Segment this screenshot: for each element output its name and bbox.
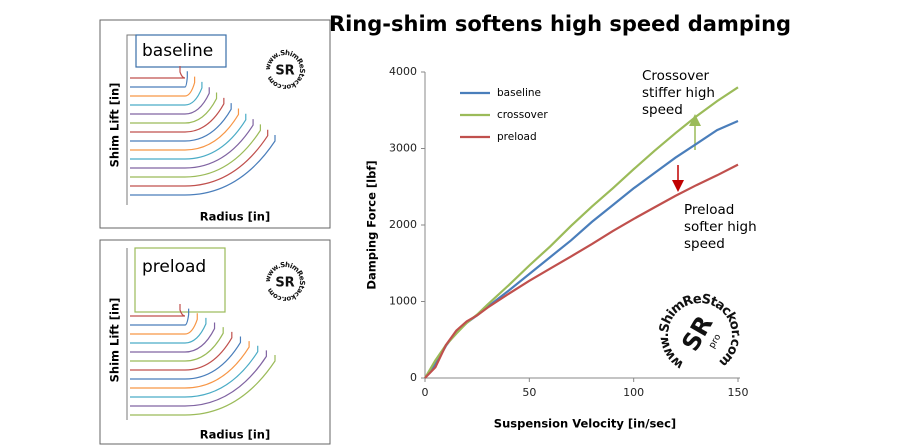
annotation: speed	[684, 236, 725, 252]
watermark: www.ShimReStackor.com SR pro	[640, 275, 760, 395]
shim	[130, 103, 232, 142]
inset-x-label: Radius [in]	[200, 428, 270, 442]
shim	[130, 135, 276, 196]
x-tick-label: 100	[623, 386, 644, 399]
shim	[130, 124, 261, 178]
shim	[130, 129, 269, 187]
y-tick-label: 0	[410, 371, 417, 384]
shim	[130, 317, 207, 344]
shim	[130, 97, 225, 133]
shim	[130, 355, 276, 416]
chart-title: Ring-shim softens high speed damping	[329, 12, 791, 36]
annotation: stiffer high	[642, 85, 715, 101]
inset-baseline: baseline Shim Lift [in] Radius [in] www.…	[99, 19, 331, 229]
inset-preload: preload Shim Lift [in] Radius [in] www.S…	[99, 239, 331, 445]
shim	[130, 92, 218, 124]
shim	[130, 113, 247, 160]
inset-label: preload	[142, 257, 206, 277]
watermark-logo: SR	[275, 276, 294, 291]
shim	[130, 119, 254, 169]
annotation: Crossover	[642, 68, 710, 84]
legend-label: baseline	[497, 87, 541, 99]
shim	[130, 350, 267, 407]
y-tick-label: 1000	[389, 295, 417, 308]
series-line	[424, 163, 739, 379]
legend-label: crossover	[497, 109, 548, 121]
ring-shim	[134, 247, 226, 313]
series-line	[424, 86, 739, 379]
shim	[130, 327, 224, 362]
shim	[130, 308, 190, 326]
inset-frame	[99, 19, 331, 229]
annotation: Preload	[684, 202, 734, 218]
inset-x-label: Radius [in]	[200, 210, 270, 224]
x-axis-label: Suspension Velocity [in/sec]	[494, 417, 676, 431]
shim	[130, 71, 188, 88]
y-tick-label: 2000	[389, 218, 417, 231]
y-axis-label: Damping Force [lbf]	[365, 160, 379, 289]
shim	[130, 76, 196, 97]
legend-label: preload	[497, 131, 537, 143]
inset-y-label: Shim Lift [in]	[108, 298, 122, 383]
shim	[130, 331, 233, 371]
inset-frame	[99, 239, 331, 445]
y-tick-label: 3000	[389, 142, 417, 155]
watermark-logo: SR	[275, 64, 294, 79]
x-tick-label: 50	[522, 386, 536, 399]
shim	[130, 336, 242, 380]
shim	[130, 304, 186, 317]
y-tick-label: 4000	[389, 65, 417, 78]
shim	[130, 345, 259, 398]
shim	[130, 313, 198, 335]
label-box	[135, 34, 227, 68]
annotation: softer high	[684, 219, 757, 235]
shim	[130, 108, 240, 151]
shim	[130, 341, 250, 389]
shim	[130, 87, 210, 115]
annotation: speed	[642, 102, 683, 118]
x-tick-label: 0	[422, 386, 429, 399]
inset-y-label: Shim Lift [in]	[108, 83, 122, 168]
shim	[130, 322, 216, 353]
inset-label: baseline	[142, 41, 213, 61]
x-tick-label: 150	[728, 386, 749, 399]
shim	[130, 81, 203, 106]
shim	[130, 66, 186, 79]
